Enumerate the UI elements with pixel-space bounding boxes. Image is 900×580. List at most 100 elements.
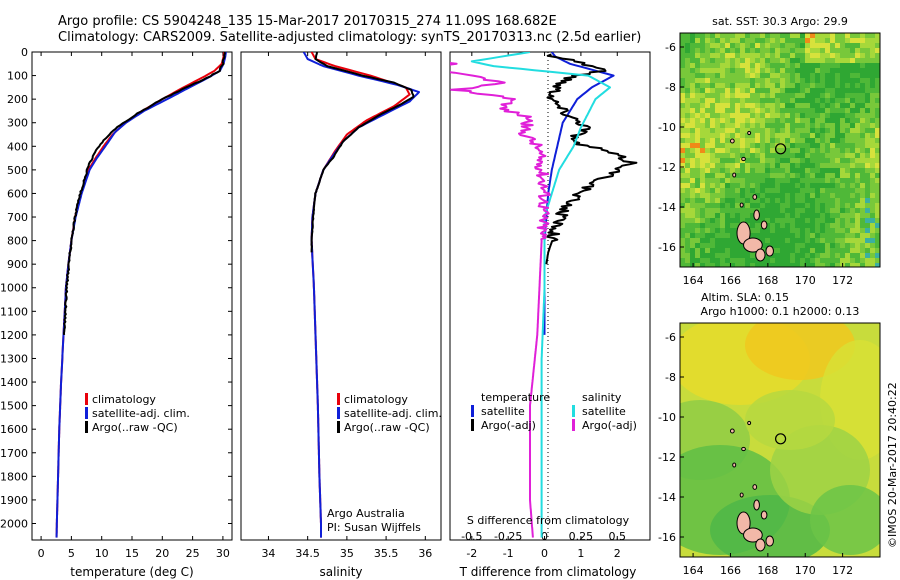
sst-heatmap-cell — [785, 188, 790, 193]
sst-heatmap-cell — [685, 128, 690, 133]
sst-heatmap-cell — [700, 173, 705, 178]
sst-heatmap-cell — [865, 163, 870, 168]
sst-heatmap-cell — [765, 88, 770, 93]
sst-heatmap-cell — [710, 43, 715, 48]
sst-heatmap-cell — [850, 73, 855, 78]
sst-heatmap-cell — [745, 108, 750, 113]
sst-heatmap-cell — [710, 128, 715, 133]
sst-heatmap-cell — [735, 78, 740, 83]
sst-heatmap-cell — [690, 53, 695, 58]
sst-heatmap-cell — [750, 53, 755, 58]
sst-heatmap-cell — [815, 168, 820, 173]
sst-map-x-tick-label: 166 — [720, 274, 741, 287]
sst-heatmap-cell — [825, 243, 830, 248]
sla-anomaly-blob — [745, 390, 835, 450]
sst-heatmap-cell — [725, 113, 730, 118]
sst-heatmap-cell — [805, 43, 810, 48]
sst-heatmap-cell — [860, 68, 865, 73]
sla-map-panel: Altim. SLA: 0.15 Argo h1000: 0.1 h2000: … — [658, 291, 881, 577]
sla-island — [752, 484, 758, 490]
sst-heatmap-cell — [830, 203, 835, 208]
sst-heatmap-cell — [730, 103, 735, 108]
sst-heatmap-cell — [830, 108, 835, 113]
sst-heatmap-cell — [775, 153, 780, 158]
sst-heatmap-cell — [705, 193, 710, 198]
sst-heatmap-cell — [845, 143, 850, 148]
sst-heatmap-cell — [875, 148, 880, 153]
sst-heatmap-cell — [775, 118, 780, 123]
sst-heatmap-cell — [690, 258, 695, 263]
sst-heatmap-cell — [860, 188, 865, 193]
sst-heatmap-cell — [850, 58, 855, 63]
sst-heatmap-cell — [740, 183, 745, 188]
sst-heatmap-cell — [860, 183, 865, 188]
sst-heatmap-cell — [845, 33, 850, 38]
sst-heatmap-cell — [825, 183, 830, 188]
sst-heatmap-cell — [785, 88, 790, 93]
sst-heatmap-cell — [720, 148, 725, 153]
sst-heatmap-cell — [750, 73, 755, 78]
sst-heatmap-cell — [765, 183, 770, 188]
sla-island — [747, 420, 752, 426]
depth-tick-label: 100 — [7, 70, 28, 83]
sla-island — [765, 535, 774, 547]
sst-heatmap-cell — [765, 158, 770, 163]
sst-heatmap-cell — [765, 223, 770, 228]
sst-heatmap-cell — [840, 198, 845, 203]
sst-heatmap-cell — [795, 53, 800, 58]
sst-heatmap-cell — [730, 248, 735, 253]
sst-heatmap-cell — [860, 208, 865, 213]
sst-heatmap-cell — [790, 33, 795, 38]
sst-heatmap-cell — [770, 183, 775, 188]
depth-tick-label: 300 — [7, 117, 28, 130]
sst-heatmap-cell — [840, 143, 845, 148]
sst-heatmap-cell — [820, 163, 825, 168]
sst-heatmap-cell — [805, 208, 810, 213]
sst-heatmap-cell — [725, 263, 730, 267]
sst-heatmap-cell — [865, 143, 870, 148]
sst-heatmap-cell — [795, 113, 800, 118]
sst-heatmap-cell — [865, 158, 870, 163]
sst-heatmap-cell — [795, 68, 800, 73]
sst-heatmap-cell — [820, 108, 825, 113]
sst-heatmap-cell — [695, 103, 700, 108]
sst-heatmap-cell — [755, 153, 760, 158]
sst-heatmap-cell — [870, 138, 875, 143]
sst-heatmap-cell — [745, 88, 750, 93]
sst-heatmap-cell — [775, 128, 780, 133]
sst-heatmap-cell — [845, 223, 850, 228]
legend-swatch-argo — [337, 421, 340, 433]
sst-heatmap-cell — [805, 138, 810, 143]
sst-heatmap-cell — [710, 233, 715, 238]
sst-heatmap-cell — [765, 113, 770, 118]
sst-heatmap-cell — [830, 103, 835, 108]
sst-heatmap-cell — [740, 263, 745, 267]
sst-heatmap-cell — [875, 48, 880, 53]
sst-heatmap-cell — [700, 68, 705, 73]
sst-heatmap-cell — [765, 243, 770, 248]
sst-heatmap-cell — [730, 33, 735, 38]
sst-heatmap-cell — [845, 138, 850, 143]
sst-heatmap-cell — [800, 223, 805, 228]
sst-heatmap-cell — [785, 198, 790, 203]
sst-heatmap-cell — [795, 73, 800, 78]
sst-heatmap-cell — [865, 133, 870, 138]
sst-heatmap-cell — [775, 243, 780, 248]
sst-heatmap-cell — [805, 83, 810, 88]
sst-heatmap-cell — [765, 258, 770, 263]
sst-heatmap-cell — [850, 118, 855, 123]
sst-heatmap-cell — [715, 203, 720, 208]
sst-heatmap-cell — [855, 233, 860, 238]
sst-heatmap-cell — [780, 138, 785, 143]
sst-heatmap-cell — [850, 168, 855, 173]
sst-heatmap-cell — [735, 68, 740, 73]
sst-heatmap-cell — [820, 253, 825, 258]
sst-heatmap-cell — [775, 83, 780, 88]
sst-heatmap-cell — [830, 138, 835, 143]
sst-heatmap-cell — [750, 188, 755, 193]
sst-heatmap-cell — [815, 98, 820, 103]
sst-heatmap-cell — [815, 103, 820, 108]
sst-heatmap-cell — [765, 143, 770, 148]
sst-heatmap-cell — [755, 148, 760, 153]
sst-heatmap-cell — [840, 203, 845, 208]
